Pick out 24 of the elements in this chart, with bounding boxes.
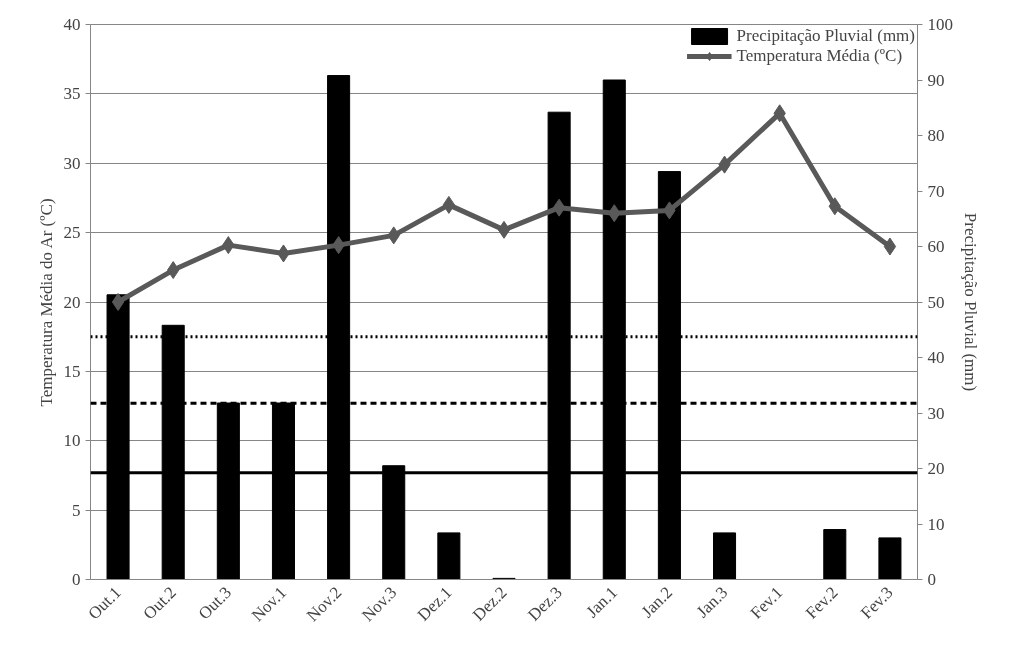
y2-tick-label: 0 (927, 570, 936, 589)
y-tick-label: 10 (63, 431, 81, 451)
y2-tick-label: 10 (927, 514, 945, 534)
y2-tick-label: 60 (927, 237, 945, 256)
y2-tick-label: 100 (927, 15, 953, 34)
y2-tick-label: 40 (927, 348, 945, 367)
y2-axis-title: Precipitação Pluvial (mm) (961, 212, 980, 392)
y-axis-title: Temperatura Média do Ar (ºC) (36, 198, 56, 407)
y-tick-label: 25 (63, 223, 81, 243)
y-tick-label: 40 (63, 15, 81, 34)
y-tick-label: 30 (63, 153, 81, 173)
legend-label: Temperatura Média (ºC) (736, 46, 903, 66)
y2-tick-label: 50 (927, 292, 945, 312)
y2-tick-label: 20 (927, 459, 945, 478)
y2-tick-label: 90 (927, 70, 945, 90)
y-tick-label: 5 (72, 500, 81, 520)
y-tick-label: 35 (63, 84, 81, 104)
y-tick-label: 15 (63, 361, 81, 381)
y2-tick-label: 80 (927, 126, 945, 145)
y-tick-label: 20 (63, 292, 81, 312)
legend-label: Precipitação Pluvial (mm) (736, 26, 915, 46)
y2-tick-label: 70 (927, 181, 945, 201)
y-tick-label: 0 (72, 570, 81, 589)
y2-tick-label: 30 (927, 403, 945, 423)
